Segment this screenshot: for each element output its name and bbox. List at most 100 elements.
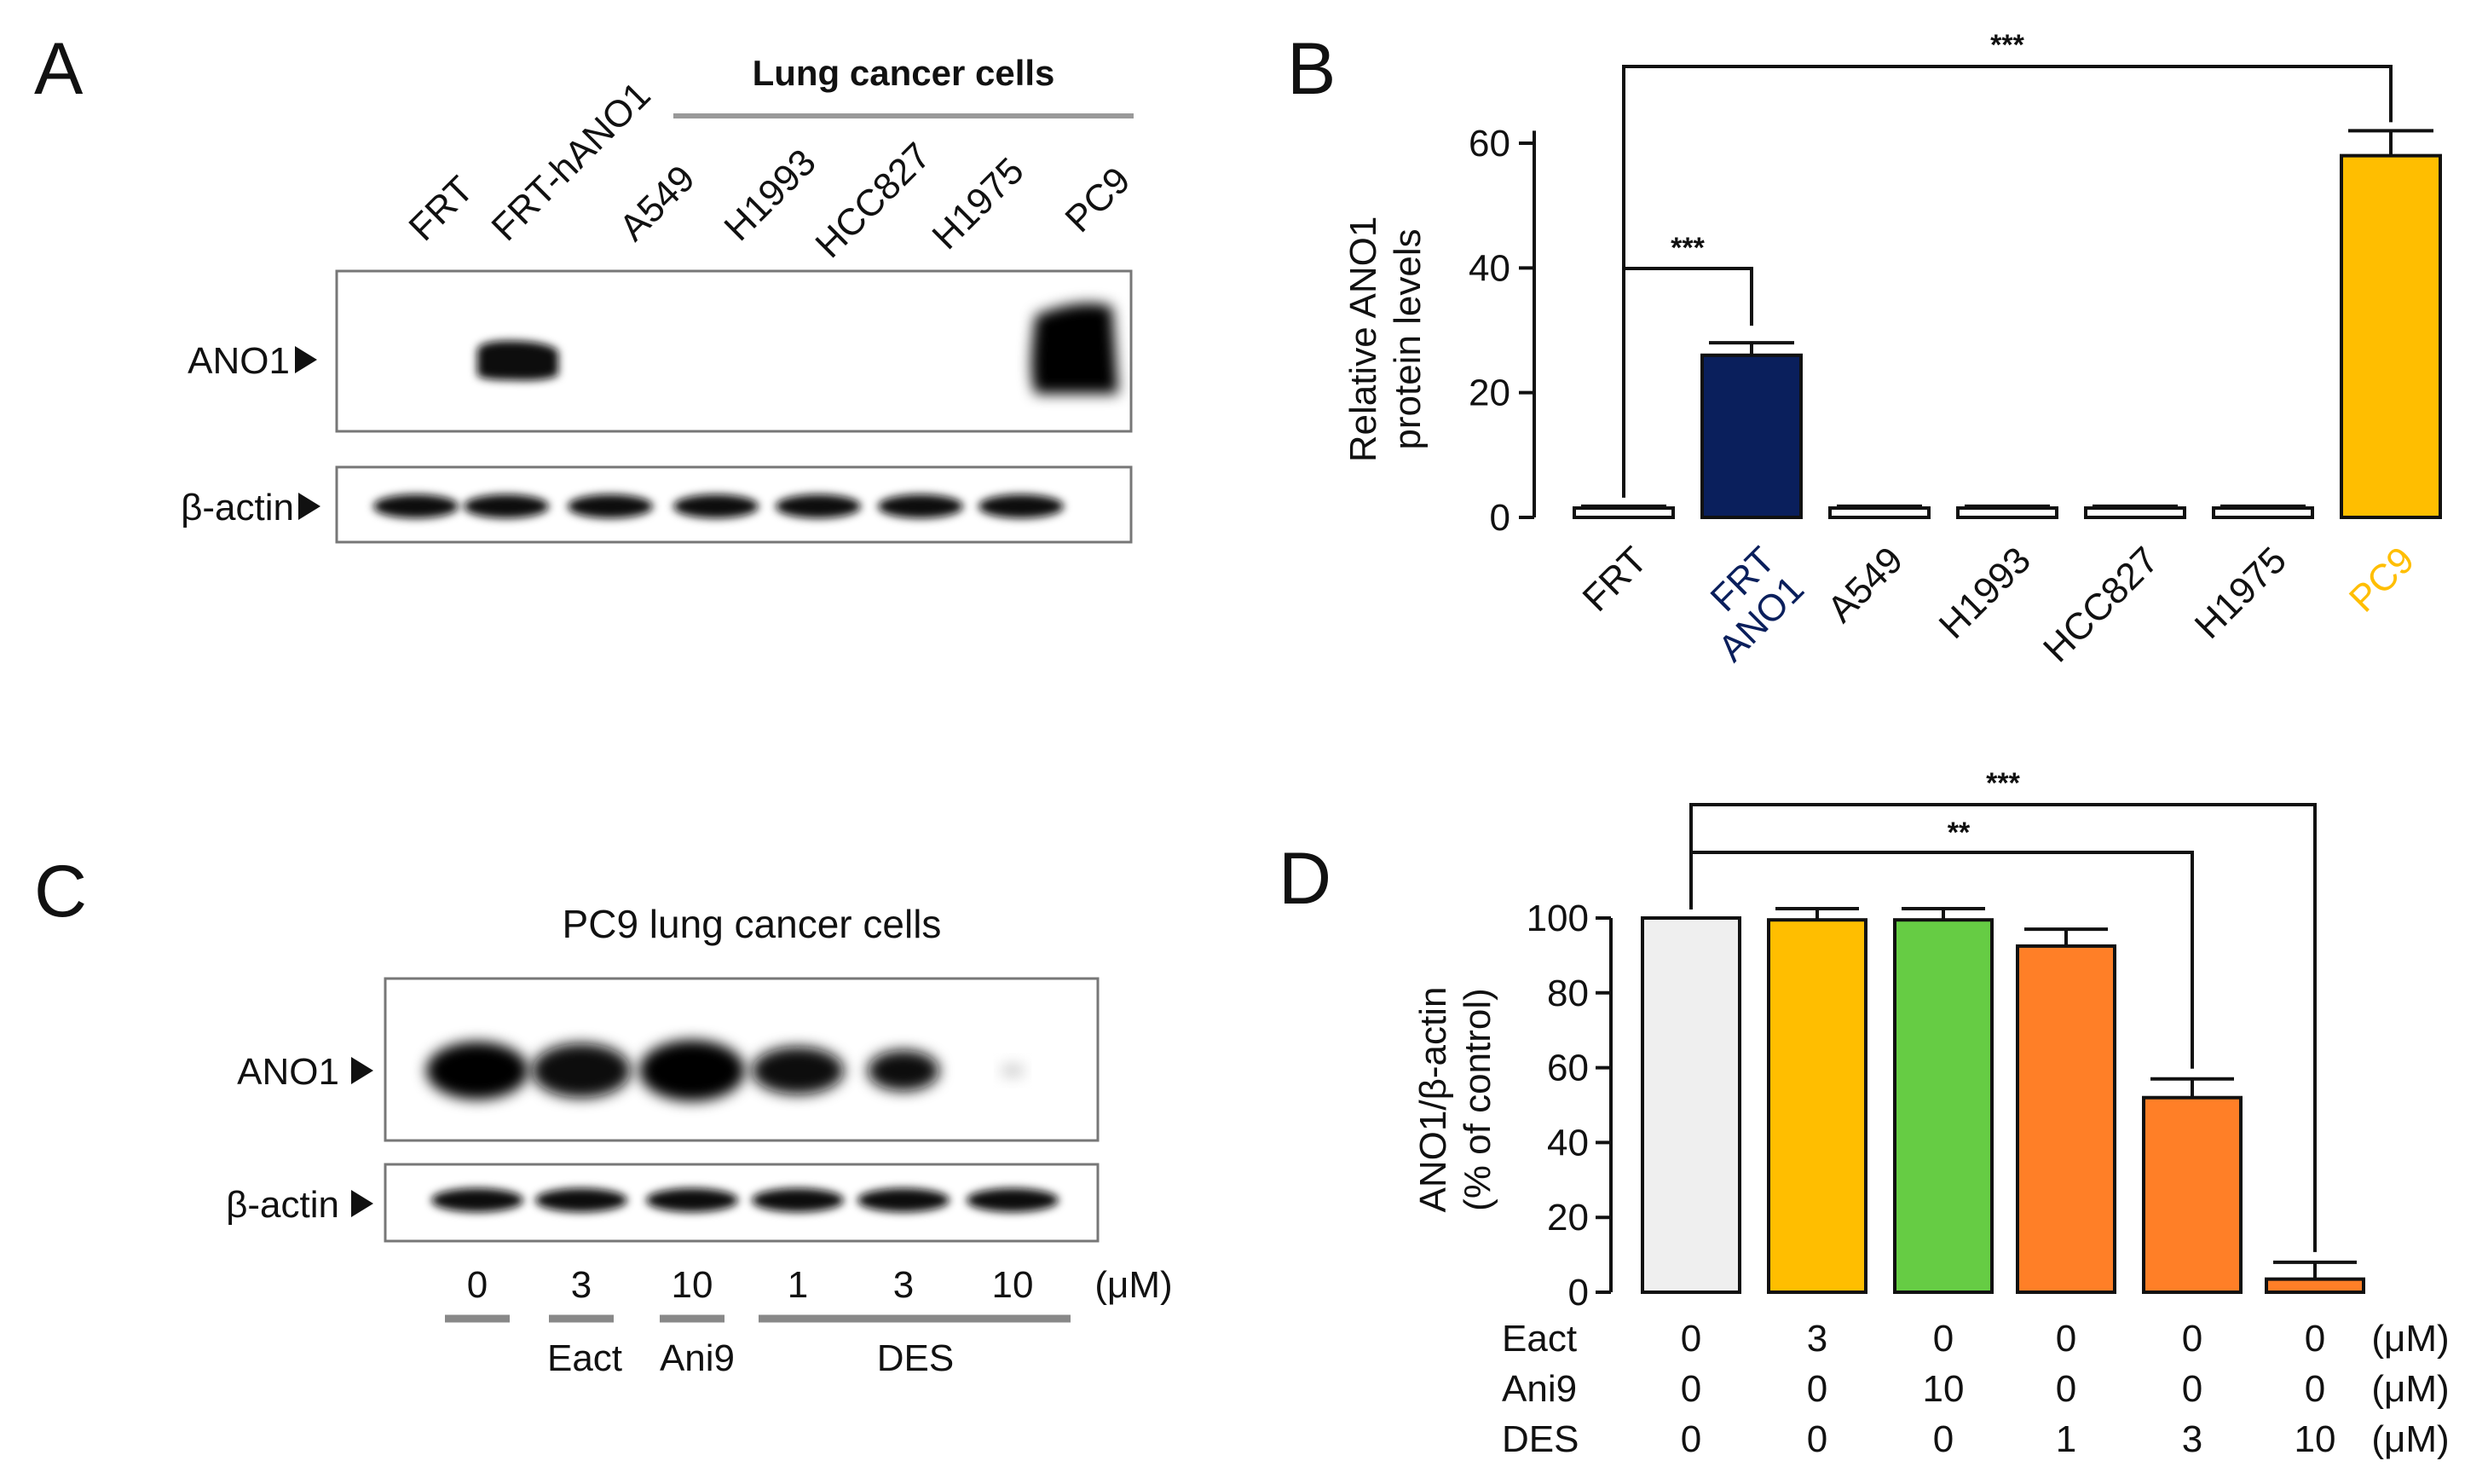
- y-tick-label: 20: [1547, 1197, 1589, 1239]
- table-cell: 3: [1807, 1318, 1827, 1360]
- table-cell: 0: [1681, 1318, 1701, 1360]
- actin-arrow-icon: [298, 493, 320, 520]
- table-cell: 0: [2182, 1318, 2202, 1360]
- blot-band: [1001, 1064, 1025, 1077]
- actin-blot-label-c: β-actin: [226, 1184, 339, 1226]
- bar: [1641, 916, 1741, 1294]
- chart-d-ylabel: ANO1/β-actin(% of control): [1412, 987, 1498, 1213]
- group-labels-c: Eact Ani9 DES: [547, 1337, 954, 1379]
- table-cell: 0: [2056, 1318, 2076, 1360]
- table-cell: 0: [1681, 1368, 1701, 1410]
- dose-label: 1: [788, 1264, 808, 1306]
- ano1-blot-frame-a: [335, 269, 1133, 433]
- blot-band: [568, 494, 653, 518]
- bar: [2340, 153, 2442, 519]
- table-cell: 10: [2295, 1418, 2336, 1460]
- lane-label: HCC827: [807, 135, 938, 266]
- lane-label: H1975: [924, 150, 1031, 257]
- lane-label: FRT: [401, 169, 482, 250]
- table-cell: 0: [1933, 1318, 1954, 1360]
- y-tick-label: 20: [1469, 372, 1510, 414]
- bar: [1893, 918, 1994, 1294]
- table-cell: 0: [1807, 1368, 1827, 1410]
- actin-bands-c: [431, 1188, 1059, 1212]
- blot-band: [978, 494, 1064, 518]
- blot-band: [776, 494, 861, 518]
- significance-bracket: [1689, 803, 2317, 1252]
- blot-band: [1031, 303, 1118, 394]
- ano1-arrow-icon: [295, 346, 317, 373]
- bar: [2084, 506, 2186, 520]
- ano1-blot-label-c: ANO1: [237, 1051, 339, 1093]
- table-unit: (μM): [2371, 1368, 2449, 1410]
- table-cell: 0: [2182, 1368, 2202, 1410]
- dose-label: 3: [571, 1264, 592, 1306]
- table-cell: 0: [1933, 1418, 1954, 1460]
- blot-band: [431, 1188, 523, 1212]
- blot-band: [752, 1047, 844, 1094]
- panel-b-letter: B: [1287, 28, 1336, 110]
- bar: [2212, 506, 2314, 520]
- lung-cancer-group-label: Lung cancer cells: [753, 53, 1055, 93]
- significance-label: **: [1948, 817, 1971, 849]
- panel-b: B Relative ANO1protein levels 0 20 40 60 FRT…: [1287, 28, 2442, 670]
- blot-band: [878, 494, 963, 518]
- table-cell: 10: [1923, 1368, 1965, 1410]
- table-cell: 0: [2305, 1368, 2325, 1410]
- panel-d-letter: D: [1279, 838, 1331, 920]
- table-cell: 0: [2305, 1318, 2325, 1360]
- significance-label: ***: [1990, 29, 2024, 61]
- lane-label: A549: [611, 158, 702, 249]
- bar: [1828, 506, 1931, 520]
- panel-c-title: PC9 lung cancer cells: [563, 902, 942, 946]
- panel-a-letter: A: [34, 28, 84, 110]
- significance-bracket: [1689, 851, 2194, 1069]
- chart-b-ylabel-line1: Relative ANO1protein levels: [1342, 217, 1429, 463]
- group-label: Ani9: [660, 1337, 735, 1379]
- lane-label: PC9: [1057, 159, 1138, 240]
- dose-label: 10: [992, 1264, 1034, 1306]
- actin-blot-label-a: β-actin: [181, 487, 294, 528]
- blot-band: [639, 1040, 745, 1101]
- dose-label: 3: [893, 1264, 914, 1306]
- x-tick-label: H1975: [2187, 539, 2295, 646]
- y-tick-label: 0: [1568, 1272, 1589, 1314]
- panel-a: A Lung cancer cells FRT FRT-hANO1 A549 H…: [34, 28, 1139, 544]
- blot-band: [535, 1188, 627, 1212]
- x-tick-label: HCC827: [2035, 539, 2167, 670]
- blot-band: [373, 494, 459, 518]
- x-tick-label: FRTANO1: [1682, 539, 1812, 669]
- panel-c: C PC9 lung cancer cells ANO1 β-actin 0 3…: [34, 851, 1173, 1379]
- ano1-bands-c: [426, 1040, 1025, 1101]
- x-tick-label: H1993: [1931, 539, 2039, 646]
- bar: [1573, 506, 1675, 520]
- panel-a-lane-labels: FRT FRT-hANO1 A549 H1993 HCC827 H1975 PC…: [401, 74, 1138, 266]
- ylabel-line: protein levels: [1387, 228, 1429, 449]
- blot-band: [967, 1188, 1059, 1212]
- dose-label: 0: [467, 1264, 488, 1306]
- dose-unit: (μM): [1094, 1264, 1172, 1306]
- table-unit: (μM): [2371, 1418, 2449, 1460]
- lane-label: H1993: [716, 141, 823, 249]
- blot-band: [868, 1050, 939, 1091]
- y-tick-label: 60: [1469, 123, 1510, 165]
- significance-label: ***: [1986, 767, 2020, 800]
- table-row-label: Ani9: [1502, 1368, 1577, 1410]
- y-tick-label: 40: [1469, 247, 1510, 289]
- bar: [1956, 506, 2058, 520]
- ano1-blot-label-a: ANO1: [188, 340, 290, 382]
- y-tick-label: 100: [1527, 898, 1589, 939]
- blot-band: [673, 494, 759, 518]
- significance-label: ***: [1671, 232, 1705, 264]
- blot-band: [857, 1188, 950, 1212]
- panel-d: D ANO1/β-actin(% of control) 02040608010…: [1279, 767, 2450, 1460]
- actin-arrow-icon: [351, 1190, 373, 1217]
- table-cell: 1: [2056, 1418, 2076, 1460]
- ylabel-line: (% of control): [1457, 988, 1498, 1211]
- table-cell: 0: [1681, 1418, 1701, 1460]
- table-row-label: DES: [1502, 1418, 1579, 1460]
- group-label: Eact: [547, 1337, 622, 1379]
- x-tick-label: A549: [1820, 539, 1911, 630]
